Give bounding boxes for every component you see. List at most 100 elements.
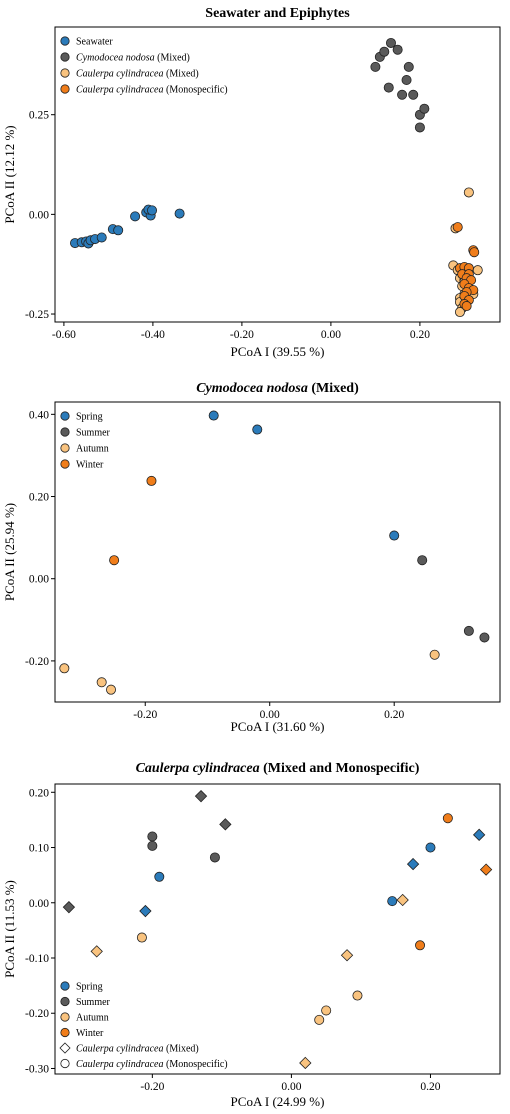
legend-text: Autumn: [76, 1013, 109, 1024]
chart-title-italic: Cymodocea nodosa: [196, 381, 308, 396]
legend-label: Winter: [76, 1028, 104, 1039]
x-tick-label: -0.20: [140, 1081, 164, 1093]
legend-label: Summer: [76, 428, 111, 439]
data-point: [385, 37, 396, 48]
y-tick-label: -0.30: [25, 1063, 49, 1075]
legend-label: Caulerpa cylindracea (Mixed): [76, 1044, 199, 1055]
data-point: [406, 857, 420, 871]
data-point: [461, 301, 472, 312]
data-point: [209, 852, 220, 863]
legend-label: Caulerpa cylindracea (Mixed): [76, 69, 199, 80]
x-tick-label: -0.40: [141, 329, 165, 341]
data-point: [219, 818, 232, 831]
legend-text: Winter: [76, 1028, 104, 1039]
y-tick-label: 0.25: [29, 110, 49, 122]
chart-title: Seawater and Epiphytes: [205, 6, 350, 21]
data-point: [396, 893, 409, 907]
legend-text: Summer: [76, 997, 111, 1008]
plot-frame: [54, 401, 501, 703]
x-tick-label: 0.00: [321, 329, 341, 341]
x-tick-label: 0.20: [384, 709, 404, 721]
legend-text-suffix: (Mixed): [163, 1044, 198, 1055]
data-point: [321, 1005, 332, 1016]
legend-label: Autumn: [76, 444, 109, 455]
data-point: [379, 46, 390, 57]
y-tick-label: -0.25: [25, 309, 49, 321]
legend-text-italic: Caulerpa cylindracea: [76, 1044, 163, 1055]
x-axis-label: PCoA I (31.60 %): [231, 719, 325, 734]
data-point: [387, 896, 398, 907]
data-point: [463, 625, 474, 636]
y-tick-label: -0.20: [25, 1008, 49, 1020]
chart-title-suffix: (Mixed): [308, 381, 359, 396]
legend-text-suffix: (Monospecific): [163, 85, 227, 96]
data-point: [392, 44, 403, 55]
data-point: [472, 265, 483, 276]
legend-marker: [60, 1012, 70, 1022]
legend-text-suffix: (Monospecific): [163, 1059, 227, 1070]
data-point: [389, 530, 400, 541]
plot-frame: [54, 783, 501, 1075]
legend-marker: [60, 68, 70, 78]
x-axis-label: PCoA I (39.55 %): [231, 344, 325, 359]
data-point: [59, 663, 70, 674]
y-tick-label: 0.00: [29, 209, 49, 221]
y-axis-label: PCoA II (25.94 %): [2, 503, 17, 601]
data-point: [383, 82, 394, 93]
x-tick-label: 0.20: [410, 329, 430, 341]
data-point: [408, 89, 419, 100]
x-tick-label: -0.60: [52, 329, 76, 341]
data-point: [419, 103, 430, 114]
legend-text-italic: Caulerpa cylindracea: [76, 85, 163, 96]
legend-label: Summer: [76, 997, 111, 1008]
data-point: [139, 904, 152, 918]
data-point: [194, 789, 208, 803]
data-point: [403, 61, 414, 72]
y-tick-label: 0.00: [29, 574, 49, 586]
y-tick-label: 0.40: [29, 409, 49, 421]
chart-title: Caulerpa cylindracea (Mixed and Monospec…: [136, 761, 420, 776]
data-point: [454, 307, 465, 318]
data-point: [415, 940, 426, 951]
data-point: [106, 684, 117, 695]
data-point: [425, 842, 436, 853]
legend-text: Spring: [76, 982, 103, 993]
legend-label: Seawater: [76, 37, 113, 48]
data-point: [370, 61, 381, 72]
data-point: [90, 945, 103, 958]
x-tick-label: 0.20: [420, 1081, 440, 1093]
legend-marker: [60, 1027, 70, 1038]
chart-title-text: Seawater and Epiphytes: [205, 6, 350, 21]
legend-marker: [60, 443, 70, 453]
chart-title: Cymodocea nodosa (Mixed): [196, 381, 359, 396]
data-point: [147, 840, 158, 851]
chart-title-italic: Caulerpa cylindracea: [136, 761, 260, 776]
chart-panel-3: Caulerpa cylindracea (Mixed and Monospec…: [2, 761, 501, 1109]
legend-marker: [60, 36, 70, 46]
data-point: [414, 122, 425, 133]
legend-label: Spring: [76, 982, 103, 993]
y-axis-label: PCoA II (11.53 %): [2, 880, 17, 978]
legend-text: Winter: [76, 460, 104, 471]
data-point: [479, 632, 490, 643]
data-point: [252, 424, 263, 435]
legend-marker: [60, 996, 70, 1007]
legend-text-suffix: (Mixed): [163, 69, 198, 80]
data-point: [463, 187, 474, 198]
data-point: [442, 813, 453, 824]
data-point: [479, 863, 493, 876]
x-tick-label: -0.20: [133, 709, 157, 721]
legend-label: Autumn: [76, 1013, 109, 1024]
y-tick-label: -0.10: [25, 953, 49, 965]
data-point: [429, 649, 440, 660]
legend-marker: [60, 52, 70, 62]
legend-marker: [60, 981, 70, 991]
legend-marker: [60, 84, 70, 94]
x-tick-label: 0.00: [281, 1081, 301, 1093]
legend-text: Summer: [76, 428, 111, 439]
legend-label: Cymodocea nodosa (Mixed): [76, 53, 190, 64]
y-tick-label: 0.20: [29, 492, 49, 504]
legend-marker: [60, 1058, 70, 1069]
chart-panel-2: Cymodocea nodosa (Mixed) -0.20 0.00 0.20 -0.…: [2, 381, 501, 734]
